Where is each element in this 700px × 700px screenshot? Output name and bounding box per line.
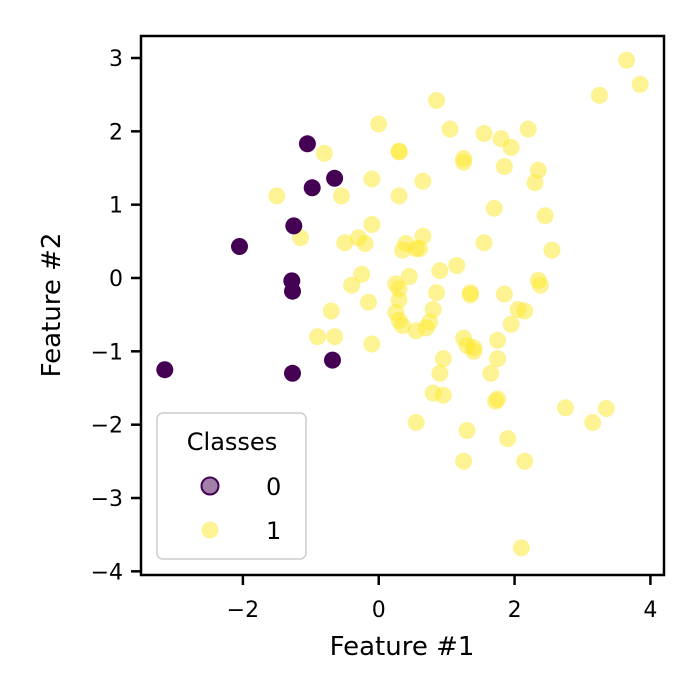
legend-box	[156, 412, 307, 560]
point-class-1-43	[343, 276, 361, 294]
point-class-1-72	[465, 342, 483, 360]
point-class-1-13	[390, 143, 408, 161]
point-class-1-74	[482, 364, 500, 382]
point-class-1-2	[591, 86, 608, 104]
y-axis-ticks: 3 2 1 0 −1 −2 −3 −4	[91, 47, 141, 585]
point-class-1-34	[394, 241, 411, 259]
y-tick-label: 0	[109, 267, 123, 292]
point-class-1-55	[516, 302, 534, 320]
point-class-1-36	[543, 241, 561, 259]
point-class-1-50	[360, 293, 377, 311]
point-class-1-6	[519, 120, 537, 138]
point-class-1-78	[487, 392, 505, 410]
y-tick-label: −4	[91, 560, 123, 585]
point-class-1-18	[414, 172, 432, 190]
legend-title: Classes	[187, 428, 277, 456]
point-class-1-85	[455, 452, 473, 470]
legend: Classes 0 1	[156, 412, 307, 560]
x-tick-label: −2	[227, 598, 259, 623]
point-class-1-25	[363, 216, 381, 233]
point-class-1-48	[461, 286, 479, 304]
point-class-1-69	[363, 335, 381, 353]
point-class-1-14	[315, 144, 333, 162]
y-tick-label: 1	[109, 194, 123, 219]
point-class-1-9	[455, 153, 473, 171]
point-class-1-68	[489, 331, 507, 349]
point-class-1-83	[458, 422, 476, 439]
point-class-1-54	[322, 302, 340, 320]
point-class-0-6	[284, 282, 301, 300]
point-class-1-20	[268, 187, 286, 205]
point-class-1-79	[557, 399, 574, 417]
y-tick-label: −1	[91, 340, 123, 365]
point-class-0-4	[231, 238, 248, 255]
point-class-1-80	[597, 400, 615, 417]
point-class-0-1	[326, 169, 344, 187]
point-class-1-63	[309, 328, 327, 346]
point-class-1-11	[502, 139, 520, 156]
point-class-1-21	[390, 187, 408, 205]
y-axis-label: Feature #2	[37, 233, 67, 378]
x-axis-ticks: −2 0 2 4	[227, 575, 657, 623]
point-class-1-76	[434, 386, 452, 404]
y-tick-label: −2	[91, 414, 123, 439]
point-class-1-49	[495, 285, 513, 303]
point-class-1-42	[531, 276, 549, 294]
point-class-1-0	[618, 51, 636, 69]
point-class-1-64	[326, 328, 344, 346]
x-tick-label: 2	[508, 598, 522, 623]
point-class-1-22	[332, 187, 350, 205]
point-class-1-38	[431, 262, 449, 280]
point-class-1-87	[512, 539, 530, 557]
point-class-1-24	[536, 207, 554, 225]
point-class-1-84	[499, 430, 517, 448]
point-class-1-37	[448, 257, 466, 274]
point-class-1-32	[356, 235, 374, 252]
x-tick-label: 4	[643, 598, 657, 623]
point-class-1-3	[428, 92, 445, 109]
x-tick-label: 0	[372, 598, 386, 623]
y-tick-label: −3	[91, 487, 123, 512]
legend-marker-class-0	[200, 476, 220, 496]
point-class-1-82	[407, 414, 425, 431]
point-class-1-31	[336, 234, 354, 252]
point-class-1-1	[631, 75, 649, 93]
point-class-1-19	[526, 174, 544, 192]
point-class-1-71	[489, 350, 507, 368]
point-class-0-9	[156, 361, 174, 379]
point-class-1-81	[584, 414, 602, 431]
point-class-1-23	[485, 199, 503, 217]
point-class-1-40	[400, 268, 418, 285]
point-class-0-0	[298, 135, 316, 153]
point-class-1-5	[441, 120, 459, 138]
point-class-1-62	[502, 315, 520, 333]
point-class-1-46	[428, 284, 445, 302]
point-class-1-70	[434, 350, 452, 368]
y-tick-label: 2	[109, 120, 123, 145]
point-class-1-59	[394, 317, 411, 335]
point-class-1-86	[516, 452, 534, 470]
point-class-1-15	[495, 158, 513, 175]
legend-label-class-0: 0	[266, 473, 281, 501]
y-tick-label: 3	[109, 47, 123, 72]
legend-label-class-1: 1	[266, 517, 281, 545]
point-class-0-7	[324, 351, 341, 369]
point-class-0-3	[285, 217, 303, 235]
data-points	[156, 51, 649, 557]
point-class-1-17	[363, 170, 381, 188]
x-axis-label: Feature #1	[330, 632, 475, 662]
point-class-1-7	[475, 125, 493, 142]
point-class-1-33	[407, 240, 425, 258]
point-class-1-4	[370, 115, 388, 133]
point-class-0-2	[303, 179, 321, 197]
point-class-1-35	[475, 234, 493, 252]
legend-marker-class-1	[201, 521, 219, 539]
point-class-1-61	[407, 322, 425, 340]
point-class-1-73	[431, 364, 449, 382]
plot-frame	[139, 34, 666, 577]
point-class-1-39	[353, 265, 371, 283]
point-class-0-8	[284, 364, 301, 382]
